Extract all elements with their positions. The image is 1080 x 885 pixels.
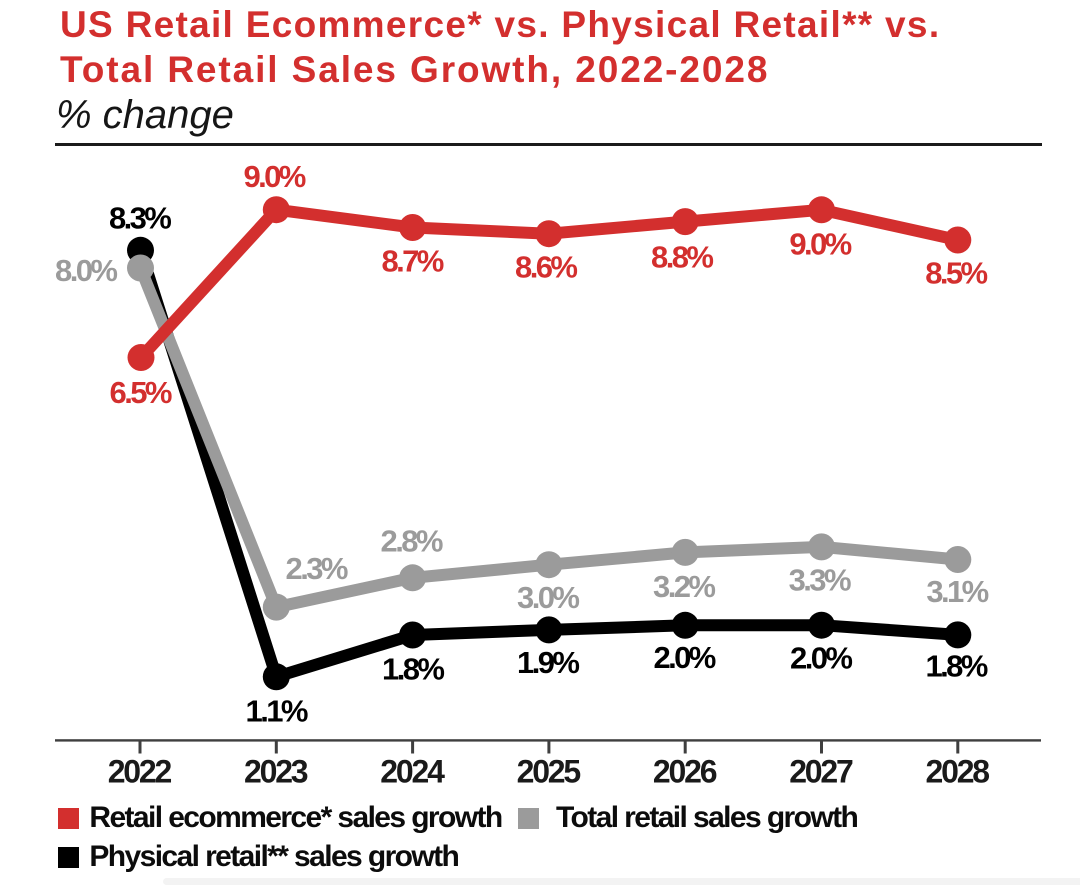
svg-text:9.0%: 9.0%: [243, 159, 305, 194]
svg-text:8.6%: 8.6%: [515, 250, 577, 285]
svg-text:3.2%: 3.2%: [653, 569, 715, 604]
svg-text:2022: 2022: [108, 754, 172, 790]
svg-text:1.8%: 1.8%: [925, 648, 987, 683]
svg-text:2028: 2028: [926, 754, 990, 790]
svg-text:3.3%: 3.3%: [789, 563, 851, 598]
svg-text:2.3%: 2.3%: [286, 551, 348, 586]
svg-text:2023: 2023: [244, 754, 308, 790]
svg-text:8.3%: 8.3%: [109, 201, 171, 236]
svg-text:2026: 2026: [653, 754, 717, 790]
svg-text:2027: 2027: [789, 754, 853, 790]
svg-text:8.7%: 8.7%: [381, 244, 443, 279]
svg-text:9.0%: 9.0%: [789, 227, 851, 262]
svg-text:2.8%: 2.8%: [381, 524, 443, 559]
svg-text:2024: 2024: [380, 754, 445, 790]
svg-text:6.5%: 6.5%: [110, 375, 172, 410]
svg-text:2.0%: 2.0%: [790, 641, 852, 676]
svg-text:2025: 2025: [517, 754, 581, 790]
svg-text:8.8%: 8.8%: [651, 239, 713, 274]
svg-text:3.0%: 3.0%: [517, 580, 579, 615]
svg-text:3.1%: 3.1%: [926, 574, 988, 609]
svg-text:1.8%: 1.8%: [382, 652, 444, 687]
svg-text:8.0%: 8.0%: [55, 253, 117, 288]
svg-text:2.0%: 2.0%: [653, 640, 715, 675]
svg-text:1.1%: 1.1%: [246, 693, 308, 728]
svg-text:8.5%: 8.5%: [925, 256, 987, 291]
svg-text:1.9%: 1.9%: [517, 645, 579, 680]
